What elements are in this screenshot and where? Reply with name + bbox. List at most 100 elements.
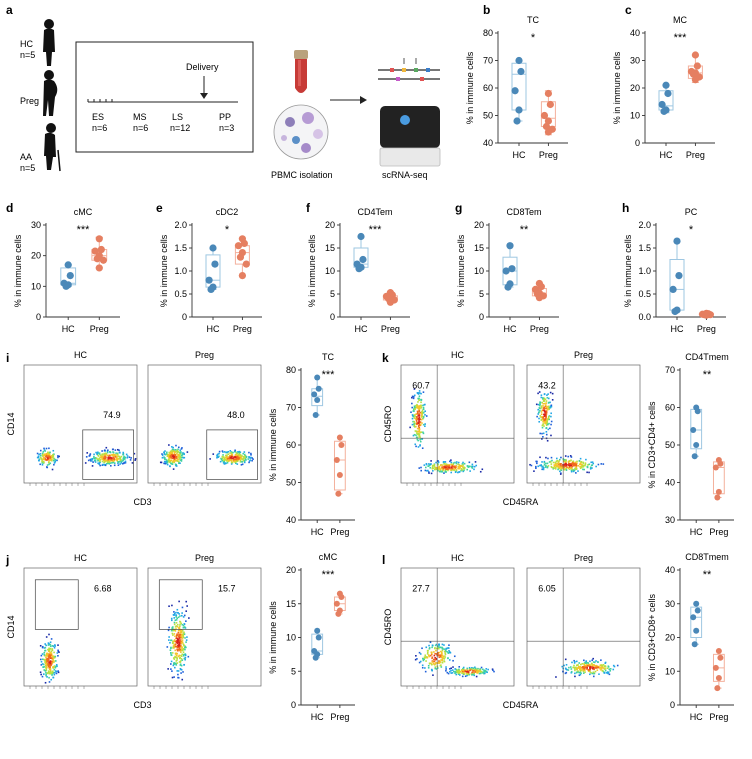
flow-event-dot	[444, 462, 446, 465]
flow-event-dot	[49, 661, 52, 664]
flow-event-dot	[419, 418, 422, 421]
data-point-hc	[691, 453, 698, 460]
flow-event-dot	[480, 670, 483, 673]
flow-event-dot	[478, 668, 481, 671]
flow-event-dot	[414, 658, 417, 661]
flow-event-dot	[41, 462, 43, 464]
flow-event-dot	[417, 433, 419, 435]
flow-event-dot	[575, 660, 578, 663]
flow-event-dot	[463, 673, 466, 675]
flow-event-dot	[441, 658, 444, 661]
flow-event-dot	[416, 412, 419, 415]
flow-event-dot	[175, 640, 178, 642]
flow-event-dot	[422, 411, 425, 414]
flow-event-dot	[438, 654, 441, 657]
flow-event-dot	[46, 466, 49, 469]
flow-event-dot	[44, 458, 46, 461]
flow-event-dot	[468, 668, 471, 671]
flow-event-dot	[455, 673, 458, 676]
flow-event-dot	[177, 670, 180, 672]
y-tick-label: 2.0	[174, 220, 187, 230]
flow-event-dot	[58, 651, 60, 653]
flow-event-dot	[181, 623, 184, 626]
flow-event-dot	[439, 468, 442, 470]
flow-event-dot	[101, 458, 104, 461]
y-tick-label: 0.5	[638, 289, 651, 299]
flow-event-dot	[184, 637, 186, 639]
pbmc-cells-icon	[273, 104, 329, 160]
flow-event-dot	[237, 459, 240, 461]
data-point-hc	[312, 412, 319, 418]
flow-event-dot	[595, 667, 598, 669]
flow-event-dot	[547, 457, 549, 460]
flow-event-dot	[114, 454, 117, 457]
flow-event-dot	[436, 662, 439, 664]
flow-event-dot	[90, 458, 93, 460]
flow-event-dot	[568, 468, 571, 470]
flow-event-dot	[415, 434, 417, 436]
flow-event-dot	[41, 675, 44, 678]
flow-event-dot	[45, 662, 47, 665]
flow-event-dot	[571, 661, 573, 664]
flow-event-dot	[180, 448, 183, 450]
flow-event-dot	[178, 637, 181, 639]
flow-event-dot	[413, 394, 416, 397]
flow-event-dot	[183, 633, 186, 635]
flow-event-dot	[579, 462, 582, 464]
data-point-hc	[314, 374, 321, 381]
flow-event-dot	[415, 445, 417, 448]
flow-event-dot	[593, 672, 596, 675]
flow-event-dot	[542, 417, 544, 419]
y-axis-label: % in immune cells	[612, 51, 622, 124]
flow-event-dot	[429, 466, 432, 469]
y-axis-label: % in immune cells	[159, 234, 169, 307]
flow-event-dot	[429, 464, 431, 467]
flow-event-dot	[435, 466, 438, 469]
flow-event-dot	[595, 665, 598, 668]
flow-event-dot	[46, 676, 48, 678]
panel-letter-d: d	[6, 201, 13, 215]
flow-event-dot	[467, 671, 469, 673]
flow-event-dot	[463, 462, 466, 465]
data-point-hc	[671, 307, 679, 316]
flow-event-dot	[243, 459, 246, 462]
gate-box	[34, 579, 79, 630]
flow-event-dot	[441, 643, 444, 646]
flow-event-dot	[439, 464, 442, 467]
flow-event-dot	[584, 662, 587, 664]
flow-event-dot	[184, 648, 186, 651]
flow-event-dot	[493, 670, 495, 673]
flow-event-dot	[572, 470, 575, 473]
flow-event-dot	[229, 459, 232, 461]
box-hc	[690, 606, 703, 638]
flow-event-dot	[182, 636, 185, 639]
chart-title: TC	[527, 15, 539, 25]
flow-event-dot	[45, 452, 48, 455]
data-point-hc	[209, 244, 217, 252]
flow-event-dot	[218, 452, 220, 455]
flow-event-dot	[583, 662, 585, 665]
flow-event-dot	[452, 462, 455, 464]
flow-event-dot	[52, 453, 54, 456]
flow-event-dot	[163, 457, 166, 460]
flow-event-dot	[166, 463, 169, 466]
flow-event-dot	[177, 638, 180, 641]
flow-events	[36, 446, 137, 471]
flow-event-dot	[227, 453, 230, 456]
flow-event-dot	[225, 454, 228, 457]
flow-event-dot	[176, 646, 179, 649]
flow-event-dot	[430, 662, 432, 665]
y-tick-label: 10	[474, 266, 484, 276]
flow-event-dot	[472, 671, 474, 674]
flow-event-dot	[601, 667, 603, 670]
flow-event-dot	[416, 415, 418, 418]
flow-event-dot	[466, 468, 468, 471]
flow-event-dot	[582, 669, 585, 671]
flow-event-dot	[106, 450, 109, 453]
flow-event-dot	[418, 409, 421, 412]
data-point-preg	[540, 111, 549, 120]
flow-event-dot	[455, 468, 457, 471]
flow-event-dot	[57, 649, 59, 652]
data-point-preg	[242, 260, 250, 268]
